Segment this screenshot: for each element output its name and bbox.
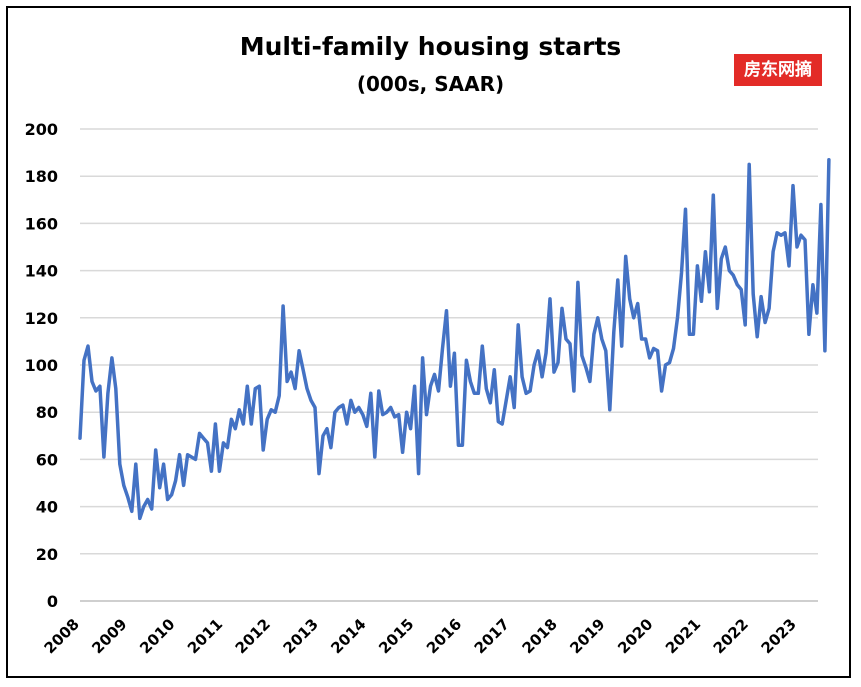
x-tick-label: 2011 [184,615,226,657]
x-tick-label: 2018 [519,615,561,657]
watermark-logo: 房东网摘 [734,54,822,86]
y-tick-label: 40 [36,498,58,517]
y-tick-label: 80 [36,403,58,422]
x-tick-label: 2015 [375,615,417,657]
y-tick-label: 120 [25,309,58,328]
x-tick-label: 2013 [280,615,322,657]
series-line [78,157,831,521]
x-tick-label: 2021 [662,615,704,657]
x-tick-label: 2022 [710,615,752,657]
x-tick-label: 2023 [758,615,800,657]
y-tick-label: 160 [25,214,58,233]
x-tick-label: 2008 [41,615,83,657]
x-tick-label: 2012 [232,615,274,657]
y-tick-label: 60 [36,450,58,469]
y-tick-label: 20 [36,545,58,564]
x-tick-label: 2019 [566,615,608,657]
x-tick-label: 2016 [423,615,465,657]
y-tick-label: 200 [25,120,58,139]
x-axis-ticks: 2008 2009 2010 2011 2012 2013 2014 2015 2016 2017… [41,615,800,657]
y-tick-label: 180 [25,167,58,186]
series-group [78,157,831,521]
x-tick-label: 2010 [136,615,178,657]
x-tick-label: 2009 [88,615,130,657]
y-tick-label: 0 [47,592,58,611]
y-tick-label: 100 [25,356,58,375]
x-tick-label: 2017 [471,615,513,657]
chart-subtitle: (000s, SAAR) [356,72,505,96]
x-tick-label: 2014 [327,615,369,657]
y-axis-ticks: 0 20 40 60 80 100 120 140 160 180 200 [25,120,58,611]
y-tick-label: 140 [25,262,58,281]
chart-frame [6,6,851,678]
chart-title: Multi-family housing starts [239,32,622,61]
x-tick-label: 2020 [614,615,656,657]
